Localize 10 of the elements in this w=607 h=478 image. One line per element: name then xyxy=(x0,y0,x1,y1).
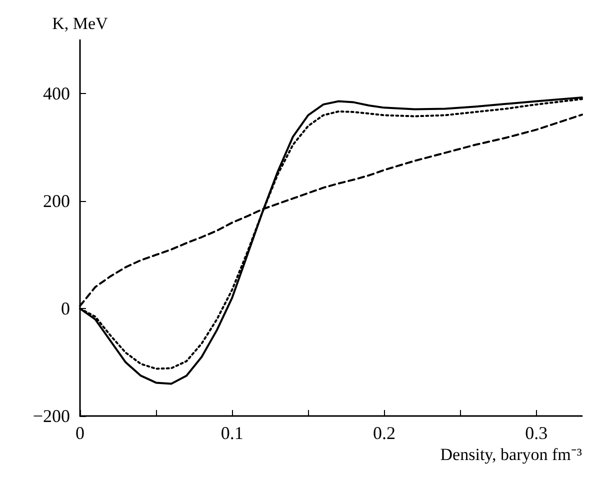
y-tick-label: 0 xyxy=(61,298,70,319)
x-tick-label: 0 xyxy=(76,423,84,443)
y-tick-label: 400 xyxy=(43,84,70,104)
x-tick-label: 0.1 xyxy=(220,423,244,443)
x-tick-label: 0.2 xyxy=(372,423,396,443)
x-axis-title: Density, baryon fm⁻³ xyxy=(440,445,582,464)
y-axis-title: K, MeV xyxy=(52,14,109,33)
x-tick-label: 0.3 xyxy=(525,423,548,443)
y-tick-label: −200 xyxy=(32,406,70,426)
y-tick-label: 200 xyxy=(43,191,70,212)
